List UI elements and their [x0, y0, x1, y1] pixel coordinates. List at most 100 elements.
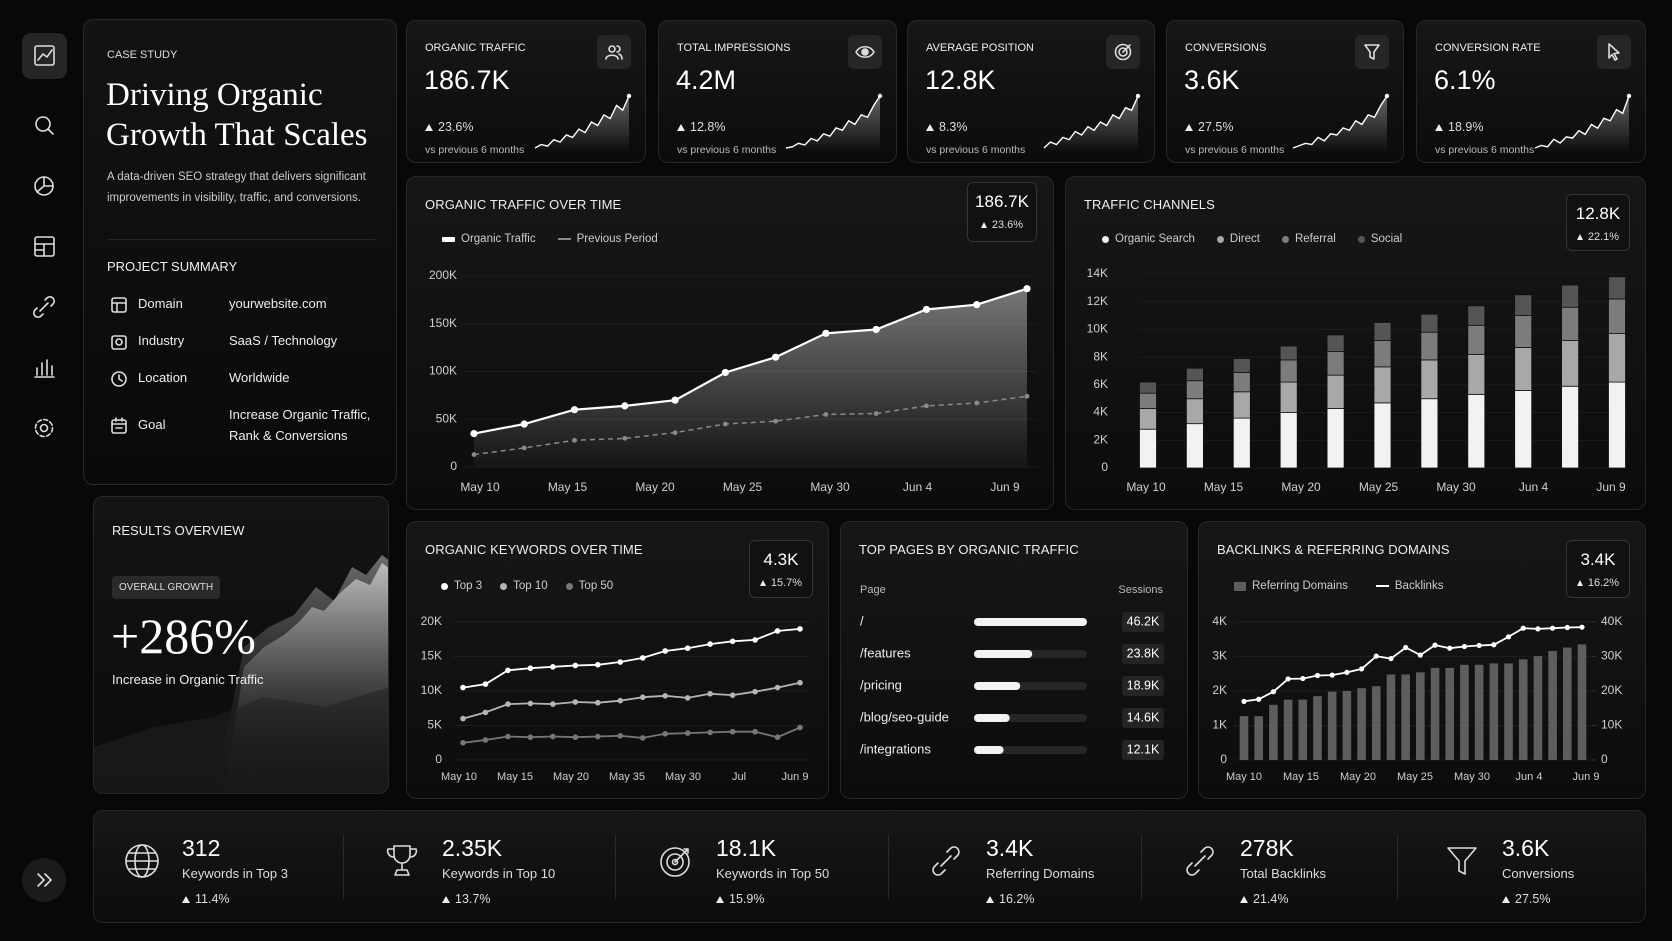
point: [1447, 645, 1453, 651]
bar: [1239, 716, 1249, 760]
kpi-note: vs previous 6 months: [425, 144, 525, 156]
y-tick-label: 0: [1220, 752, 1227, 766]
bar-segment: [1608, 381, 1626, 469]
kpi-value: 12.8K: [925, 65, 996, 95]
y-tick-label: 14K: [1087, 266, 1108, 280]
point: [773, 418, 779, 424]
legend-label: Referring Domains: [1252, 580, 1348, 592]
y-tick-label: 15K: [421, 649, 442, 663]
nav-search[interactable]: [35, 116, 54, 135]
bar-segment: [1420, 331, 1439, 361]
channels-plot: 0 2K 4K 6K 8K 10K 12K 14K May 10 May 15 May 20 May …: [1087, 266, 1627, 494]
point: [922, 305, 931, 314]
legend-item: Social: [1357, 233, 1402, 245]
top-pages-panel: Page Sessions / 46.2K/features 23.8K/pricing…: [840, 521, 1188, 799]
legend-swatch: [1216, 235, 1224, 243]
bar-segment: [1514, 294, 1533, 316]
kpi-icon[interactable]: [1106, 35, 1140, 69]
x-tick-label: May 30: [1454, 771, 1490, 783]
point: [521, 445, 527, 451]
point: [1417, 652, 1423, 658]
point: [1344, 669, 1350, 675]
separator: [888, 835, 889, 899]
stat-label: Keywords in Top 50: [716, 866, 830, 881]
point: [872, 325, 880, 334]
kpi-icon[interactable]: [597, 35, 631, 69]
up-arrow: [442, 896, 450, 903]
channels-panel: 0 2K 4K 6K 8K 10K 12K 14K May 10 May 15 May 20 May …: [1065, 176, 1646, 510]
point: [1564, 624, 1570, 631]
y2-tick-label: 20K: [1601, 683, 1622, 697]
point: [684, 645, 691, 652]
sparkline: [1534, 93, 1632, 152]
bar-segment: [1467, 353, 1486, 395]
case-title-line: Growth That Scales: [106, 117, 368, 153]
bar: [1504, 663, 1513, 760]
nav-dashboard[interactable]: [34, 45, 55, 66]
stat-change: 21.4%: [1240, 892, 1288, 906]
callout-change: 22.1%: [1567, 231, 1629, 243]
kpi-note: vs previous 6 months: [926, 144, 1026, 156]
point: [662, 693, 668, 699]
x-tick-label: May 15: [1283, 771, 1319, 783]
nav-links[interactable]: [32, 295, 56, 319]
value-label: 23.8K: [1127, 646, 1160, 660]
top-pages-table: Page Sessions / 46.2K/features 23.8K/pricing…: [860, 584, 1164, 760]
point: [520, 420, 528, 428]
x-tick-label: May 20: [553, 771, 589, 783]
page-name: /features: [860, 645, 911, 660]
stat-change-text: 13.7%: [455, 892, 491, 906]
kpi-change-text: 18.9%: [1448, 120, 1484, 134]
up-arrow: [926, 124, 934, 131]
point: [460, 684, 466, 691]
funnel-icon: [1447, 847, 1477, 875]
x-tick-label: Jul: [732, 771, 746, 783]
point: [707, 641, 713, 647]
y-tick-label: 3K: [1212, 649, 1227, 663]
up-arrow: [182, 896, 190, 903]
point: [772, 353, 780, 361]
kpi-label: TOTAL IMPRESSIONS: [677, 42, 791, 54]
kpi-value: 186.7K: [424, 65, 510, 95]
point: [505, 667, 511, 674]
x-tick-label: May 10: [1226, 771, 1262, 783]
sparkline-end: [1135, 93, 1141, 99]
up-arrow: [759, 580, 766, 586]
location-icon: [111, 371, 127, 387]
kpi-card: AVERAGE POSITION 12.8K 8.3% vs previous …: [907, 20, 1155, 163]
legend-item: Referring Domains: [1234, 580, 1348, 592]
nav-settings[interactable]: [34, 418, 54, 438]
line: [473, 395, 1028, 456]
kpi-icon[interactable]: [848, 35, 882, 69]
legend-swatch: [442, 236, 455, 242]
stat-label: Referring Domains: [986, 866, 1095, 881]
nav-reports[interactable]: [34, 236, 55, 257]
y-tick-label: 20K: [421, 614, 442, 628]
y2-tick-label: 30K: [1601, 649, 1622, 663]
point: [595, 733, 601, 740]
callout-change-text: 15.7%: [770, 577, 803, 589]
kpi-change: 12.8%: [677, 120, 725, 134]
bar-segment: [1326, 334, 1345, 353]
kpi-change: 18.9%: [1435, 120, 1483, 134]
point: [774, 628, 781, 634]
point: [1358, 666, 1365, 672]
bar-segment: [1467, 305, 1486, 326]
legend-swatch: [500, 582, 508, 590]
kpi-icon[interactable]: [1597, 35, 1631, 69]
point: [1535, 626, 1541, 632]
x-tick-label: May 10: [1126, 480, 1166, 494]
point: [1024, 393, 1030, 399]
summary-value: Worldwide: [229, 370, 290, 385]
chart-title: TRAFFIC CHANNELS: [1084, 197, 1215, 212]
kpi-change: 8.3%: [926, 120, 968, 134]
kpi-icon[interactable]: [1355, 35, 1389, 69]
stat-label: Keywords in Top 10: [442, 866, 556, 881]
nav-analytics[interactable]: [34, 176, 54, 196]
kpi-card: TOTAL IMPRESSIONS 4.2M 12.8% vs previous…: [658, 20, 897, 163]
nav-charts[interactable]: [34, 359, 55, 378]
legend-swatch: [1281, 235, 1289, 243]
page-name: /blog/seo-guide: [860, 709, 949, 724]
point: [1270, 689, 1276, 695]
bar-segment: [1608, 333, 1626, 383]
